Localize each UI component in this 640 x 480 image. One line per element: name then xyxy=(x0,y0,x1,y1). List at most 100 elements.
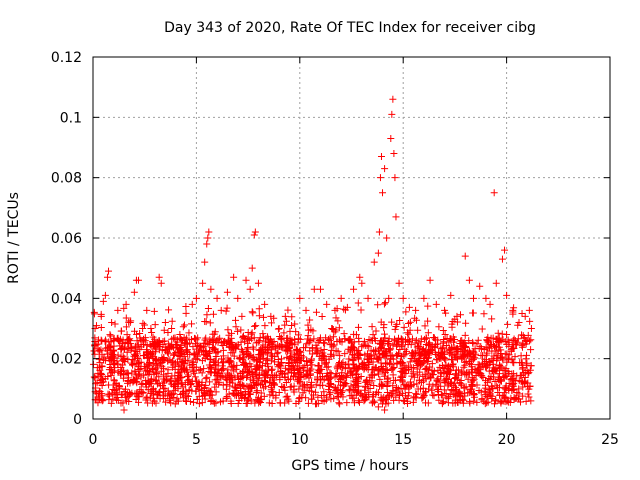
data-point xyxy=(183,347,191,355)
data-point xyxy=(186,339,194,347)
data-point xyxy=(101,375,109,383)
data-point xyxy=(235,354,243,362)
data-point xyxy=(340,330,348,338)
data-point xyxy=(195,400,203,408)
data-point xyxy=(137,380,145,388)
data-point xyxy=(173,395,181,403)
data-point xyxy=(449,361,457,369)
data-point xyxy=(106,392,114,400)
data-point xyxy=(157,279,165,287)
data-point xyxy=(232,323,240,331)
data-point xyxy=(527,346,535,354)
data-point xyxy=(388,318,396,326)
data-point xyxy=(404,362,412,370)
data-point xyxy=(398,341,406,349)
data-point xyxy=(473,398,481,406)
data-point xyxy=(439,327,447,335)
data-point xyxy=(110,336,118,344)
data-point xyxy=(392,323,400,331)
data-point xyxy=(97,323,105,331)
data-point xyxy=(414,326,422,334)
data-point xyxy=(441,379,449,387)
data-point xyxy=(165,306,173,314)
data-point xyxy=(128,355,136,363)
data-point xyxy=(414,371,422,379)
data-point xyxy=(426,363,434,371)
data-point xyxy=(333,338,341,346)
data-point xyxy=(439,364,447,372)
data-point xyxy=(394,388,402,396)
data-point xyxy=(345,386,353,394)
data-point xyxy=(150,394,158,402)
data-point xyxy=(296,394,304,402)
x-tick-label: 20 xyxy=(498,432,516,448)
data-point xyxy=(518,310,526,318)
data-point xyxy=(323,363,331,371)
data-point xyxy=(188,300,196,308)
data-point xyxy=(413,365,421,373)
data-point xyxy=(380,337,388,345)
data-point xyxy=(189,343,197,351)
data-point xyxy=(140,341,148,349)
data-point xyxy=(430,392,438,400)
data-point xyxy=(278,370,286,378)
data-point xyxy=(181,352,189,360)
data-point xyxy=(509,381,517,389)
data-point xyxy=(109,386,117,394)
data-point xyxy=(143,306,151,314)
data-point xyxy=(133,379,141,387)
data-point xyxy=(215,370,223,378)
data-point xyxy=(399,294,407,302)
data-point xyxy=(200,365,208,373)
data-point xyxy=(308,395,316,403)
data-point xyxy=(158,362,166,370)
data-point xyxy=(198,399,206,407)
data-point xyxy=(349,360,357,368)
data-point xyxy=(340,305,348,313)
data-point xyxy=(268,341,276,349)
data-point xyxy=(118,327,126,335)
data-point xyxy=(441,331,449,339)
data-point xyxy=(205,392,213,400)
data-point xyxy=(230,352,238,360)
data-point xyxy=(381,165,389,173)
data-point xyxy=(467,387,475,395)
y-tick-label: 0 xyxy=(73,412,82,428)
data-point xyxy=(290,388,298,396)
data-point xyxy=(358,392,366,400)
data-point xyxy=(132,330,140,338)
data-point xyxy=(275,388,283,396)
data-point xyxy=(169,393,177,401)
data-point xyxy=(314,338,322,346)
data-point xyxy=(140,371,148,379)
data-point xyxy=(365,355,373,363)
data-point xyxy=(461,339,469,347)
data-point xyxy=(470,397,478,405)
data-point xyxy=(323,300,331,308)
data-point xyxy=(152,376,160,384)
data-point xyxy=(201,384,209,392)
data-point xyxy=(383,234,391,242)
data-point xyxy=(264,362,272,370)
data-point xyxy=(211,368,219,376)
data-point xyxy=(424,354,432,362)
data-point xyxy=(120,304,128,312)
data-point xyxy=(481,381,489,389)
data-point xyxy=(390,150,398,158)
data-point xyxy=(390,396,398,404)
data-point xyxy=(468,373,476,381)
data-point xyxy=(494,389,502,397)
data-point xyxy=(394,340,402,348)
data-point xyxy=(246,375,254,383)
data-point xyxy=(509,358,517,366)
data-point xyxy=(279,383,287,391)
data-point xyxy=(212,360,220,368)
data-point xyxy=(251,369,259,377)
data-point xyxy=(225,339,233,347)
data-point xyxy=(470,354,478,362)
data-point xyxy=(497,337,505,345)
data-point xyxy=(147,342,155,350)
data-point xyxy=(237,381,245,389)
data-point xyxy=(255,371,263,379)
data-point xyxy=(441,306,449,314)
